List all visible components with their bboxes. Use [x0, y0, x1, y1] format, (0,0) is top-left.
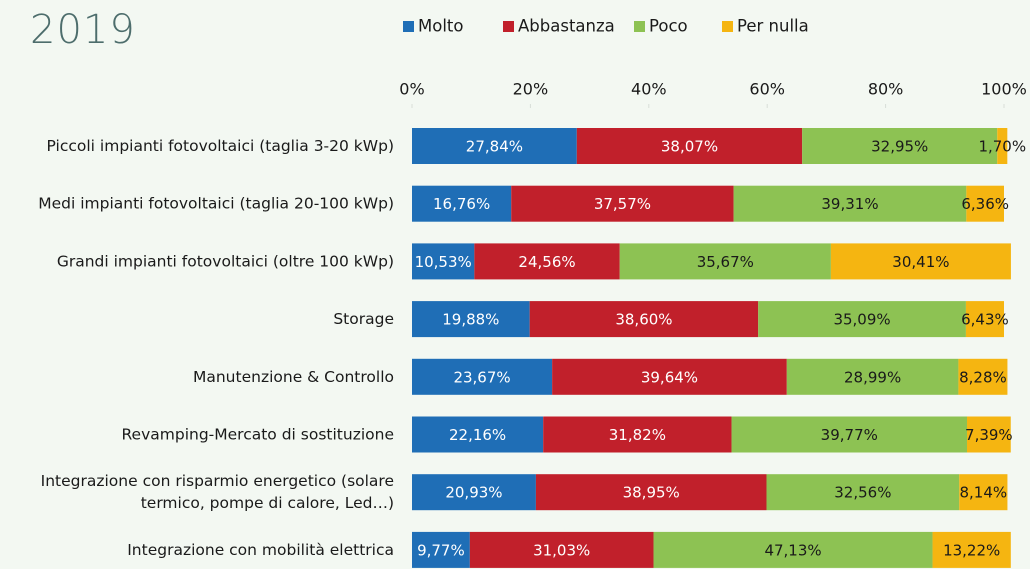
bar-segment [965, 301, 1004, 338]
bar-segment [653, 531, 933, 568]
data-label: 6,36% [961, 195, 1009, 213]
data-label: 28,99% [844, 368, 901, 386]
legend-label: Poco [649, 17, 688, 36]
data-label: 27,84% [466, 138, 523, 156]
x-tick-label: 20% [513, 80, 549, 99]
data-label: 9,77% [417, 541, 465, 559]
x-tick-label: 60% [749, 80, 785, 99]
bar-segment [997, 128, 1008, 164]
data-label: 6,43% [961, 311, 1009, 329]
data-label: 39,77% [821, 426, 878, 444]
bar-segment [786, 358, 959, 395]
data-label: 39,31% [821, 195, 878, 213]
bar-segment [958, 358, 1008, 395]
legend-swatch [722, 21, 733, 32]
bar-segment [802, 128, 998, 164]
data-label: 38,60% [615, 311, 672, 329]
y-tick-label: Integrazione con mobilità elettrica [127, 540, 394, 558]
bar-segment [932, 531, 1011, 568]
legend-swatch [403, 21, 414, 32]
data-label: 38,95% [623, 484, 680, 502]
legend-label: Abbastanza [518, 17, 615, 36]
data-label: 31,82% [609, 426, 666, 444]
legend-swatch [634, 21, 645, 32]
bar-segment [535, 474, 767, 511]
x-tick-label: 40% [631, 80, 667, 99]
x-tick-label: 0% [399, 80, 424, 99]
bar-segment [959, 474, 1008, 511]
y-tick-label: Revamping-Mercato di sostituzione [121, 425, 394, 443]
x-tick-label: 100% [981, 80, 1027, 99]
data-label: 30,41% [892, 253, 949, 271]
data-label: 39,64% [641, 368, 698, 386]
bar-segment [552, 358, 787, 395]
legend-swatch [503, 21, 514, 32]
bar-segment [766, 474, 960, 511]
bar-segment [967, 416, 1011, 453]
data-label: 38,07% [661, 138, 718, 156]
data-label: 7,39% [965, 426, 1013, 444]
legend-label: Molto [418, 17, 463, 36]
data-label: 32,95% [871, 138, 928, 156]
bar-segment [412, 301, 530, 338]
bar-segment [731, 416, 967, 453]
y-tick-label: Storage [333, 310, 394, 328]
bar-segment [412, 358, 553, 395]
bar-segment [412, 128, 577, 164]
bar-segment [469, 531, 654, 568]
data-label: 47,13% [764, 541, 821, 559]
bar-segment [733, 185, 967, 222]
y-tick-label: Integrazione con risparmio energetico (s… [41, 472, 394, 512]
bar-segment [412, 185, 512, 222]
y-tick-label: Piccoli impianti fotovoltaici (taglia 3-… [47, 137, 394, 155]
bar-segment [830, 243, 1011, 280]
y-tick-label: Medi impianti fotovoltaici (taglia 20-10… [38, 194, 394, 212]
y-tick-label: Manutenzione & Controllo [193, 367, 394, 385]
bar-segment [412, 531, 470, 568]
data-label: 35,09% [833, 311, 890, 329]
data-label: 19,88% [442, 311, 499, 329]
data-label: 35,67% [697, 253, 754, 271]
data-label: 1,70% [978, 138, 1026, 156]
x-tick-label: 80% [868, 80, 904, 99]
bar-segment [412, 474, 536, 511]
data-label: 16,76% [433, 195, 490, 213]
chart-title: 2019 [30, 7, 136, 53]
data-label: 10,53% [415, 253, 472, 271]
bar-segment [576, 128, 803, 164]
data-label: 32,56% [834, 484, 891, 502]
bar-segment [619, 243, 831, 280]
bar-segment [511, 185, 734, 222]
data-label: 24,56% [518, 253, 575, 271]
bar-segment [412, 416, 544, 453]
data-label: 8,28% [959, 368, 1007, 386]
bar-segment [412, 243, 475, 280]
data-label: 23,67% [453, 368, 510, 386]
data-label: 22,16% [449, 426, 506, 444]
data-label: 13,22% [943, 541, 1000, 559]
bar-segment [966, 185, 1004, 222]
bar-segment [543, 416, 732, 453]
legend-label: Per nulla [737, 17, 809, 36]
bar-segment [474, 243, 620, 280]
data-label: 8,14% [960, 484, 1008, 502]
bar-segment [529, 301, 759, 338]
data-label: 37,57% [594, 195, 651, 213]
data-label: 20,93% [445, 484, 502, 502]
y-tick-label: Grandi impianti fotovoltaici (oltre 100 … [57, 252, 394, 270]
data-label: 31,03% [533, 541, 590, 559]
bar-segment [758, 301, 966, 338]
